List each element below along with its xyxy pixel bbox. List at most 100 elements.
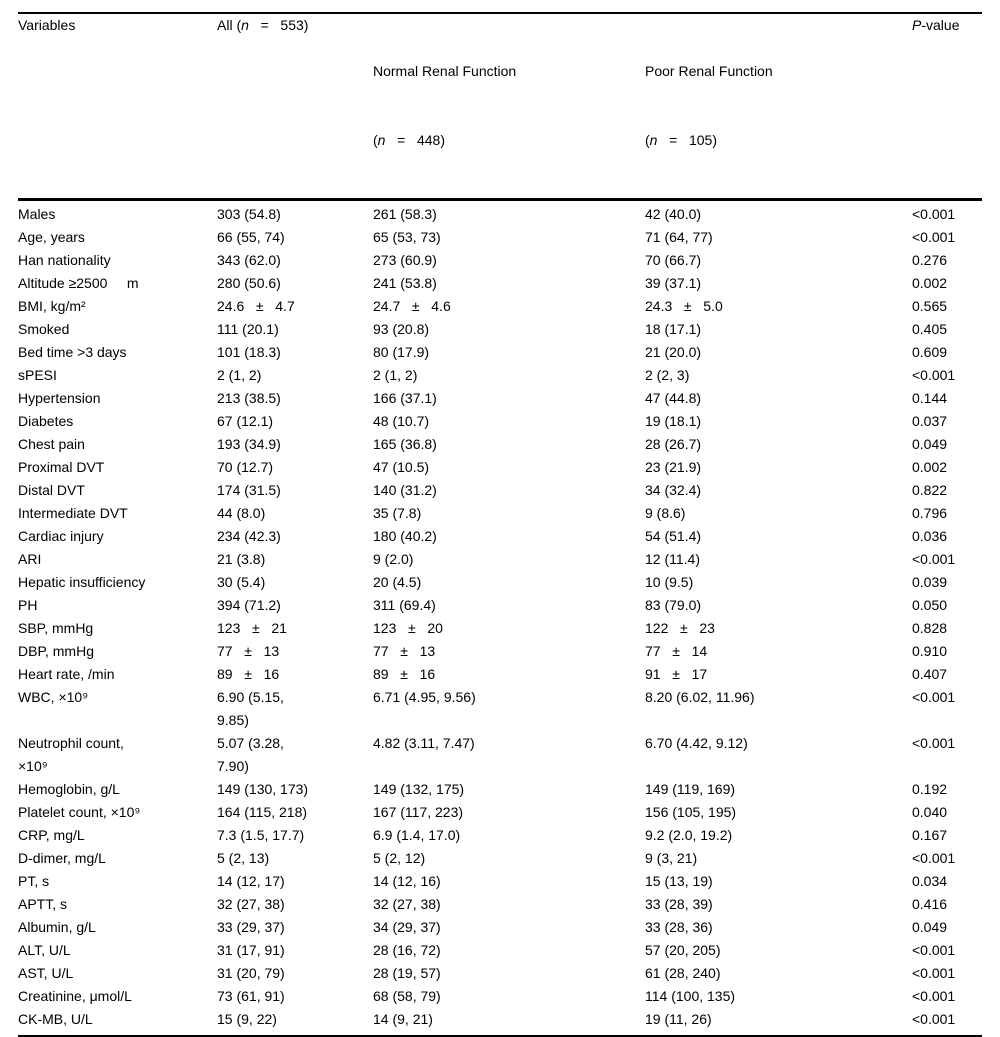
cell-poor-renal: 57 (20, 205) bbox=[645, 942, 721, 958]
cell-variable: Heart rate, /min bbox=[18, 666, 115, 682]
cell-normal-renal: 65 (53, 73) bbox=[373, 229, 441, 245]
cell-all: 6.90 (5.15, 9.85) bbox=[217, 689, 284, 728]
cell-poor-renal: 9.2 (2.0, 19.2) bbox=[645, 827, 733, 843]
cell-variable: Distal DVT bbox=[18, 482, 85, 498]
cell-all: 44 (8.0) bbox=[217, 505, 266, 521]
italic-n-symbol: n bbox=[241, 17, 249, 33]
cell-pvalue: 0.822 bbox=[912, 482, 948, 498]
header-normal-line2: (n = 448) bbox=[373, 129, 645, 152]
column-header-pvalue: P-value bbox=[912, 13, 982, 201]
cell-variable: Diabetes bbox=[18, 413, 74, 429]
header-all-suffix: = 553) bbox=[248, 17, 309, 33]
cell-poor-renal: 33 (28, 36) bbox=[645, 919, 713, 935]
header-normal-line1: Normal Renal Function bbox=[373, 63, 517, 79]
table-row: AST, U/L 31 (20, 79) 28 (19, 57) 61 (28,… bbox=[18, 962, 982, 985]
table-row: Chest pain 193 (34.9) 165 (36.8) 28 (26.… bbox=[18, 433, 982, 456]
header-pvalue-suffix: -value bbox=[921, 17, 960, 33]
cell-normal-renal: 6.9 (1.4, 17.0) bbox=[373, 827, 461, 843]
cell-variable: Hepatic insufficiency bbox=[18, 574, 146, 590]
cell-normal-renal: 140 (31.2) bbox=[373, 482, 437, 498]
cell-all: 123 ± 21 bbox=[217, 620, 287, 636]
cell-pvalue: 0.167 bbox=[912, 827, 948, 843]
cell-pvalue: 0.796 bbox=[912, 505, 948, 521]
cell-poor-renal: 47 (44.8) bbox=[645, 390, 702, 406]
cell-all: 234 (42.3) bbox=[217, 528, 281, 544]
cell-normal-renal: 9 (2.0) bbox=[373, 551, 414, 567]
cell-pvalue: <0.001 bbox=[912, 988, 956, 1004]
cell-pvalue: 0.276 bbox=[912, 252, 948, 268]
cell-pvalue: 0.034 bbox=[912, 873, 948, 889]
header-poor-line2: (n = 105) bbox=[645, 129, 912, 152]
cell-normal-renal: 14 (12, 16) bbox=[373, 873, 441, 889]
cell-pvalue: 0.050 bbox=[912, 597, 948, 613]
header-all-prefix: All ( bbox=[217, 17, 242, 33]
cell-all: 31 (17, 91) bbox=[217, 942, 285, 958]
cell-variable: Age, years bbox=[18, 229, 85, 245]
table-row: Age, years 66 (55, 74) 65 (53, 73) 71 (6… bbox=[18, 226, 982, 249]
cell-all: 66 (55, 74) bbox=[217, 229, 285, 245]
cell-normal-renal: 180 (40.2) bbox=[373, 528, 437, 544]
table-row: sPESI 2 (1, 2) 2 (1, 2) 2 (2, 3) <0.001 bbox=[18, 364, 982, 387]
table-row: ARI 21 (3.8) 9 (2.0) 12 (11.4) <0.001 bbox=[18, 548, 982, 571]
cell-poor-renal: 39 (37.1) bbox=[645, 275, 702, 291]
italic-n-symbol: n bbox=[377, 132, 386, 148]
table-row: Platelet count, ×10⁹ 164 (115, 218) 167 … bbox=[18, 801, 982, 824]
cell-normal-renal: 80 (17.9) bbox=[373, 344, 430, 360]
cell-normal-renal: 6.71 (4.95, 9.56) bbox=[373, 689, 476, 705]
cell-all: 111 (20.1) bbox=[217, 321, 279, 337]
cell-variable: Creatinine, μmol/L bbox=[18, 988, 132, 1004]
cell-normal-renal: 48 (10.7) bbox=[373, 413, 430, 429]
cell-normal-renal: 167 (117, 223) bbox=[373, 804, 464, 820]
cell-normal-renal: 273 (60.9) bbox=[373, 252, 437, 268]
italic-p-symbol: P bbox=[912, 17, 922, 33]
cell-all: 394 (71.2) bbox=[217, 597, 281, 613]
cell-poor-renal: 34 (32.4) bbox=[645, 482, 702, 498]
cell-poor-renal: 71 (64, 77) bbox=[645, 229, 713, 245]
cell-all: 89 ± 16 bbox=[217, 666, 280, 682]
cell-pvalue: <0.001 bbox=[912, 735, 956, 751]
cell-pvalue: 0.039 bbox=[912, 574, 948, 590]
cell-normal-renal: 2 (1, 2) bbox=[373, 367, 418, 383]
cell-pvalue: 0.828 bbox=[912, 620, 948, 636]
cell-variable: DBP, mmHg bbox=[18, 643, 94, 659]
cell-normal-renal: 34 (29, 37) bbox=[373, 919, 441, 935]
cell-variable: Intermediate DVT bbox=[18, 505, 128, 521]
cell-pvalue: 0.910 bbox=[912, 643, 948, 659]
column-header-all: All (n = 553) bbox=[217, 13, 373, 201]
column-header-normal-renal-function: Normal Renal Function (n = 448) bbox=[373, 13, 645, 201]
table-row: Altitude ≥2500 m 280 (50.6) 241 (53.8) 3… bbox=[18, 272, 982, 295]
table-row: Hepatic insufficiency 30 (5.4) 20 (4.5) … bbox=[18, 571, 982, 594]
cell-all: 193 (34.9) bbox=[217, 436, 281, 452]
cell-all: 164 (115, 218) bbox=[217, 804, 308, 820]
cell-poor-renal: 15 (13, 19) bbox=[645, 873, 713, 889]
cell-pvalue: <0.001 bbox=[912, 689, 956, 705]
cell-normal-renal: 28 (16, 72) bbox=[373, 942, 441, 958]
header-row: Variables All (n = 553) Normal Renal Fun… bbox=[18, 13, 982, 201]
cell-variable: D-dimer, mg/L bbox=[18, 850, 106, 866]
table-row: Han nationality 343 (62.0) 273 (60.9) 70… bbox=[18, 249, 982, 272]
cell-pvalue: 0.565 bbox=[912, 298, 948, 314]
cell-poor-renal: 24.3 ± 5.0 bbox=[645, 298, 723, 314]
table-row: CK-MB, U/L 15 (9, 22) 14 (9, 21) 19 (11,… bbox=[18, 1008, 982, 1036]
cell-all: 213 (38.5) bbox=[217, 390, 281, 406]
cell-all: 33 (29, 37) bbox=[217, 919, 285, 935]
cell-variable: ARI bbox=[18, 551, 42, 567]
cell-variable: Bed time >3 days bbox=[18, 344, 127, 360]
cell-all: 343 (62.0) bbox=[217, 252, 281, 268]
cell-pvalue: 0.192 bbox=[912, 781, 948, 797]
cell-variable: APTT, s bbox=[18, 896, 68, 912]
table-row: DBP, mmHg 77 ± 13 77 ± 13 77 ± 14 0.910 bbox=[18, 640, 982, 663]
cell-all: 21 (3.8) bbox=[217, 551, 266, 567]
cell-all: 149 (130, 173) bbox=[217, 781, 309, 797]
cell-all: 5.07 (3.28, 7.90) bbox=[217, 735, 284, 774]
cell-poor-renal: 8.20 (6.02, 11.96) bbox=[645, 689, 755, 705]
cell-pvalue: 0.002 bbox=[912, 275, 948, 291]
cell-pvalue: 0.002 bbox=[912, 459, 948, 475]
cell-variable: Males bbox=[18, 206, 56, 222]
table-body: Males 303 (54.8) 261 (58.3) 42 (40.0) <0… bbox=[18, 200, 982, 1037]
table-row: PT, s 14 (12, 17) 14 (12, 16) 15 (13, 19… bbox=[18, 870, 982, 893]
table-row: Neutrophil count, ×10⁹ 5.07 (3.28, 7.90)… bbox=[18, 732, 982, 778]
cell-normal-renal: 32 (27, 38) bbox=[373, 896, 441, 912]
cell-variable: PT, s bbox=[18, 873, 50, 889]
cell-all: 303 (54.8) bbox=[217, 206, 281, 222]
